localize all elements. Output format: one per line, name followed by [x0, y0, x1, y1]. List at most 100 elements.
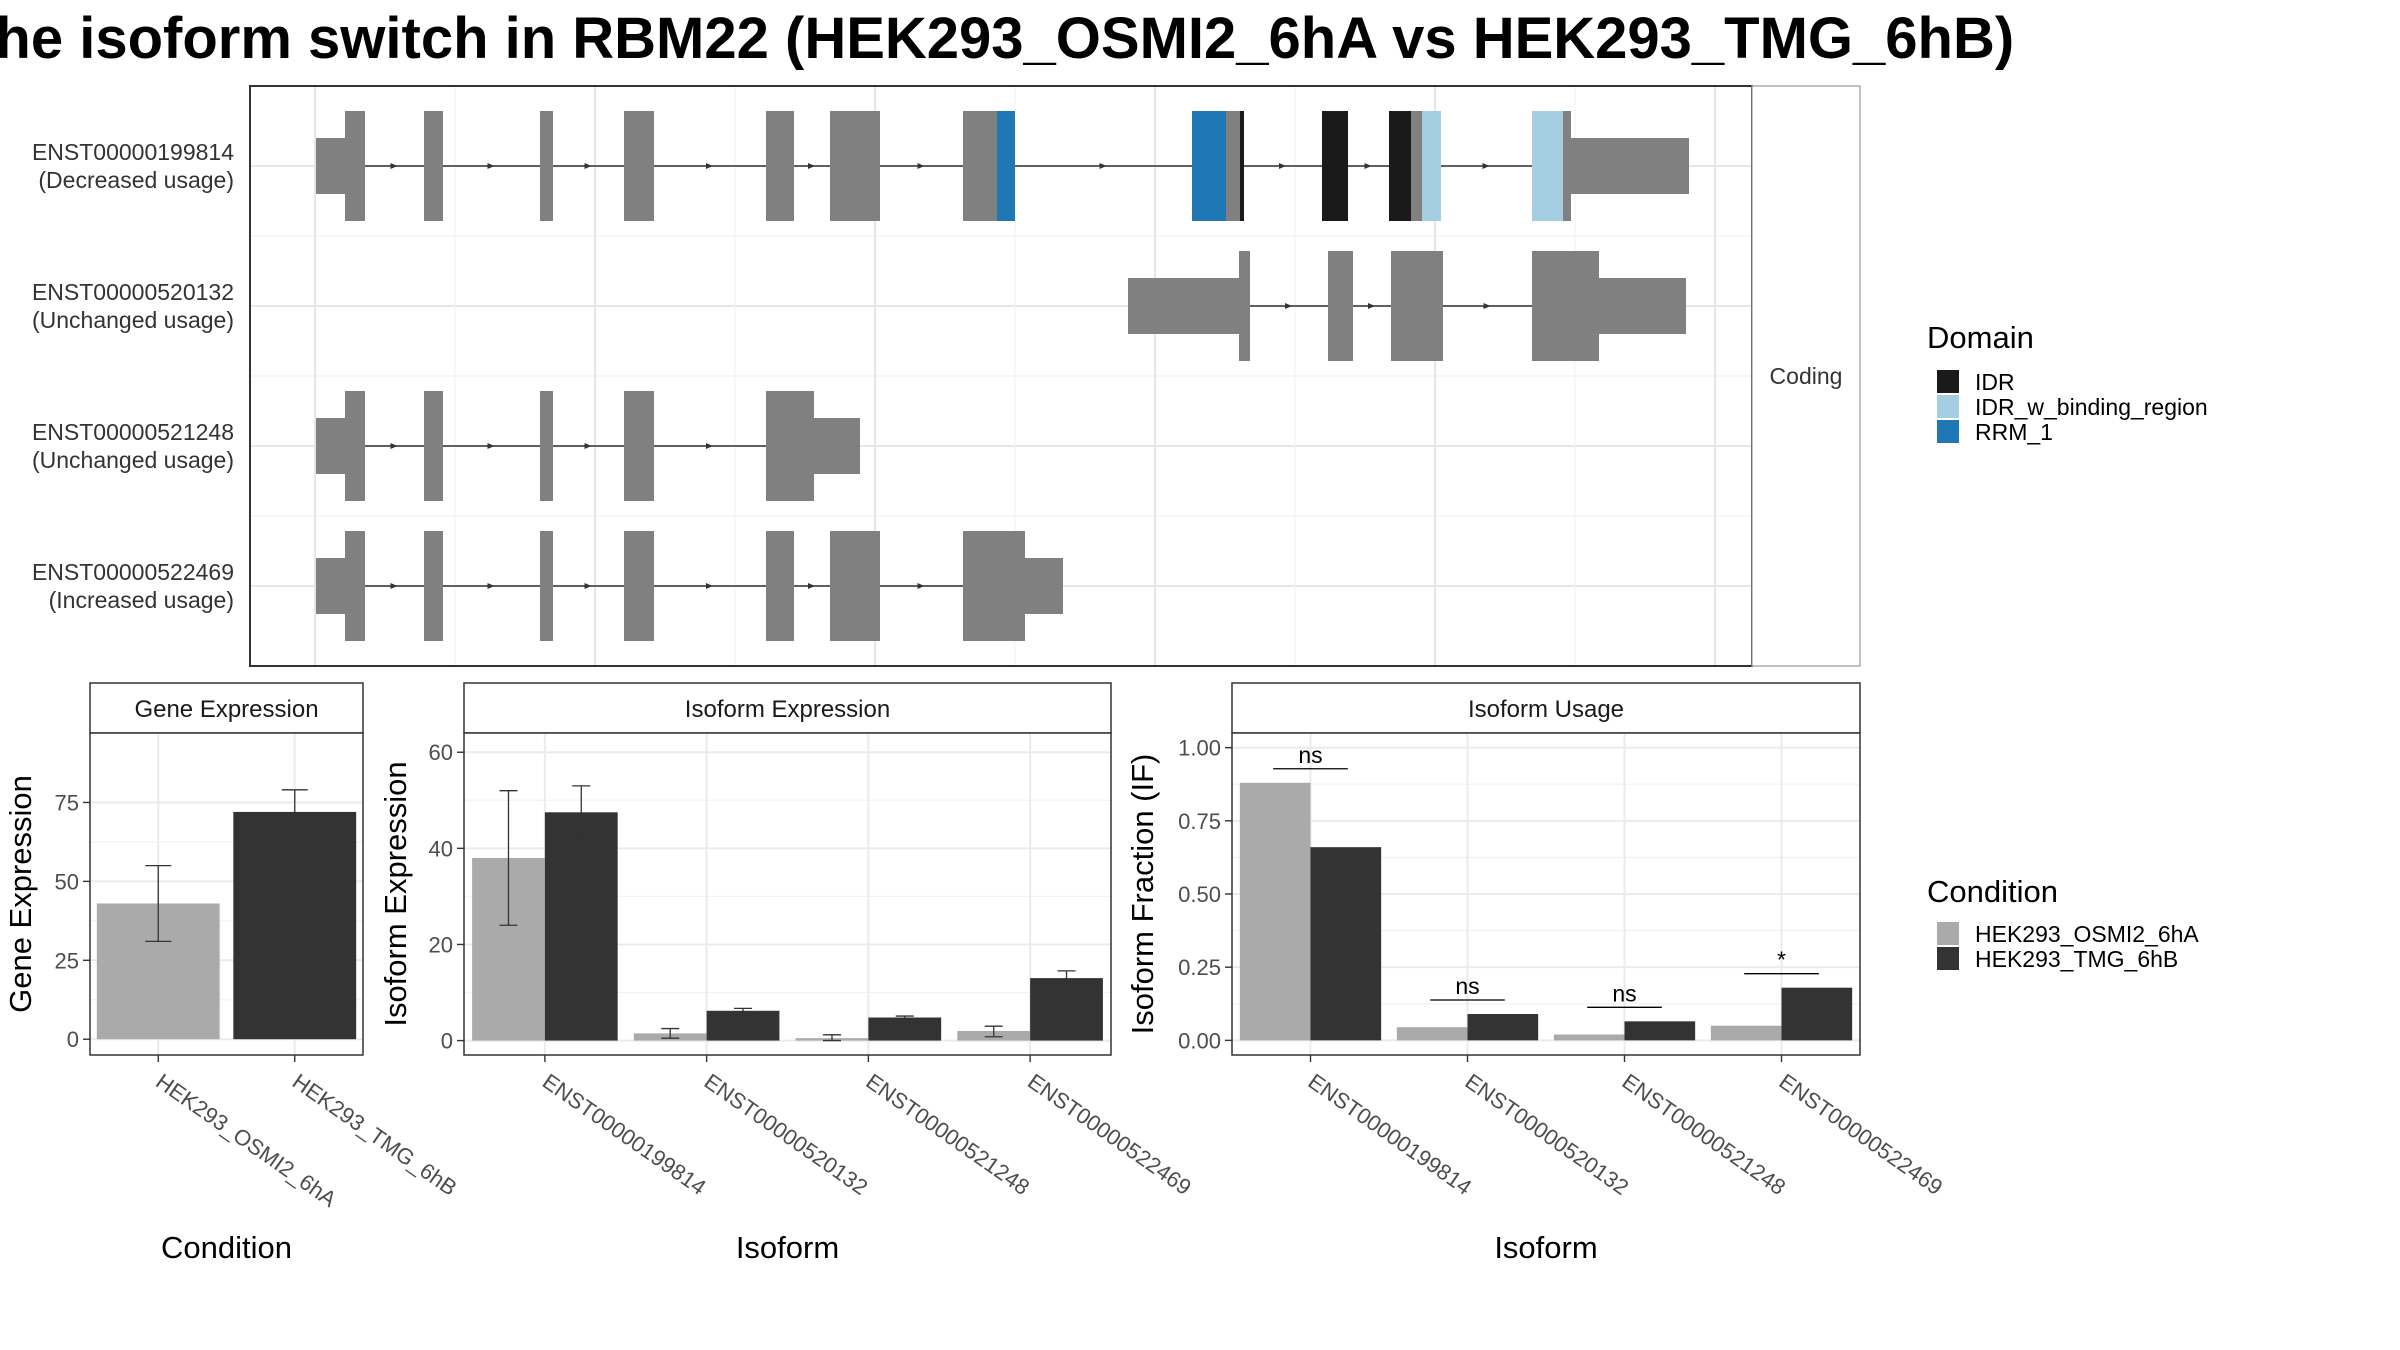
exon-block	[1532, 251, 1599, 361]
y-tick-label: 40	[429, 836, 453, 861]
exon-block	[1239, 251, 1250, 361]
utr-block	[1128, 278, 1239, 334]
transcript-usage-label: (Unchanged usage)	[32, 307, 234, 333]
intron-arrow	[808, 163, 815, 169]
exon-block	[830, 111, 880, 221]
bar	[1781, 987, 1853, 1041]
transcript-labels: ENST00000199814(Decreased usage) ENST0000…	[32, 139, 234, 613]
exon-block	[1563, 111, 1571, 221]
domain-legend-label: RRM_1	[1975, 419, 2053, 445]
y-axis-title: Isoform Expression	[378, 761, 413, 1026]
exon-block	[540, 531, 553, 641]
exon-block	[766, 391, 814, 501]
bar	[1030, 978, 1103, 1041]
intron-arrow	[584, 163, 592, 169]
rrm1-domain-block	[1192, 111, 1226, 221]
exon-block	[540, 111, 553, 221]
intron-arrow	[808, 583, 815, 589]
transcript-id-label: ENST00000199814	[32, 139, 234, 165]
x-axis-title: Isoform	[736, 1230, 839, 1265]
transcript-structure-panel: Coding ENST00000199814(Decreased usage)E…	[32, 85, 1861, 667]
intron-arrow	[1368, 303, 1375, 309]
idr-binding-region-block	[1532, 111, 1563, 221]
exon-block	[963, 111, 997, 221]
idr-domain-block	[1322, 111, 1348, 221]
utr-block	[316, 138, 345, 194]
bar	[1624, 1021, 1696, 1041]
transcript-track-2	[1128, 251, 1686, 361]
intron-arrow	[1482, 163, 1490, 169]
transcript-id-label: ENST00000520132	[32, 279, 234, 305]
intron-arrow	[1483, 303, 1491, 309]
idr-binding-region-block	[1422, 111, 1441, 221]
bar	[233, 811, 357, 1040]
intron-arrow	[584, 583, 592, 589]
x-tick-label: ENST00000199814	[538, 1069, 711, 1200]
intron-arrow	[1285, 303, 1292, 309]
isoform-usage-panel: Isoform Usage 0.00 0.25 0.50 0.75 1.00 ns ns ns *…	[1125, 682, 1948, 1265]
condition-legend-swatch	[1937, 947, 1959, 970]
intron-arrow	[917, 583, 925, 589]
x-tick-label: ENST00000521248	[862, 1069, 1035, 1200]
transcript-track-1	[316, 111, 1689, 221]
exon-block	[1328, 251, 1353, 361]
exon-block	[345, 111, 365, 221]
y-tick-label: 60	[429, 740, 453, 765]
transcript-usage-label: (Unchanged usage)	[32, 447, 234, 473]
panel-title-strip	[463, 682, 1112, 734]
condition-legend-title: Condition	[1927, 874, 2058, 909]
y-tick-label: 25	[55, 948, 79, 973]
significance-label: ns	[1612, 980, 1636, 1006]
y-tick-label: 0.50	[1178, 882, 1221, 907]
x-tick-label: ENST00000199814	[1304, 1069, 1477, 1200]
intron-arrow	[390, 443, 398, 449]
y-tick-label: 75	[55, 790, 79, 815]
y-tick-label: 0.25	[1178, 955, 1221, 980]
panel-title: Gene Expression	[134, 696, 318, 723]
intron-arrow	[584, 443, 592, 449]
utr-block	[1025, 558, 1063, 614]
panel-border	[89, 732, 364, 1056]
exon-block	[1411, 111, 1422, 221]
panel-title-strip	[89, 682, 364, 734]
y-tick-label: 50	[55, 869, 79, 894]
intron-arrow	[917, 163, 925, 169]
bar	[1710, 1025, 1782, 1041]
exon-block	[424, 111, 443, 221]
bar	[1310, 847, 1382, 1041]
utr-block	[1571, 138, 1689, 194]
significance-label: ns	[1298, 742, 1322, 768]
intron-arrow	[706, 163, 713, 169]
bar	[1239, 782, 1311, 1041]
significance-label: *	[1777, 947, 1786, 973]
exon-block	[1391, 251, 1443, 361]
idr-domain-block	[1240, 111, 1244, 221]
y-tick-label: 1.00	[1178, 736, 1221, 761]
domain-legend-swatch	[1937, 395, 1959, 418]
y-axis-title: Gene Expression	[3, 775, 38, 1013]
significance-label: ns	[1455, 973, 1479, 999]
exon-block	[766, 531, 794, 641]
panel-title: Isoform Usage	[1468, 696, 1624, 723]
intron-arrow	[1099, 163, 1107, 169]
x-tick-label: ENST00000520132	[700, 1069, 873, 1200]
x-axis-title: Condition	[161, 1230, 292, 1265]
intron-arrow	[487, 443, 495, 449]
utr-block	[316, 418, 345, 474]
y-axis-title: Isoform Fraction (IF)	[1125, 754, 1160, 1035]
x-tick-label: ENST00000522469	[1775, 1069, 1948, 1200]
exon-block	[624, 111, 654, 221]
isoform-expression-panel: Isoform Expression 0 20 40 60 ENST00000199814…	[378, 682, 1196, 1265]
transcript-track-3	[316, 391, 860, 501]
transcript-id-label: ENST00000521248	[32, 419, 234, 445]
domain-legend-title: Domain	[1927, 320, 2034, 355]
domain-legend-label: IDR	[1975, 369, 2015, 395]
transcript-usage-label: (Decreased usage)	[38, 167, 234, 193]
bar	[544, 812, 618, 1041]
exon-block	[424, 531, 443, 641]
bar	[1396, 1027, 1468, 1041]
